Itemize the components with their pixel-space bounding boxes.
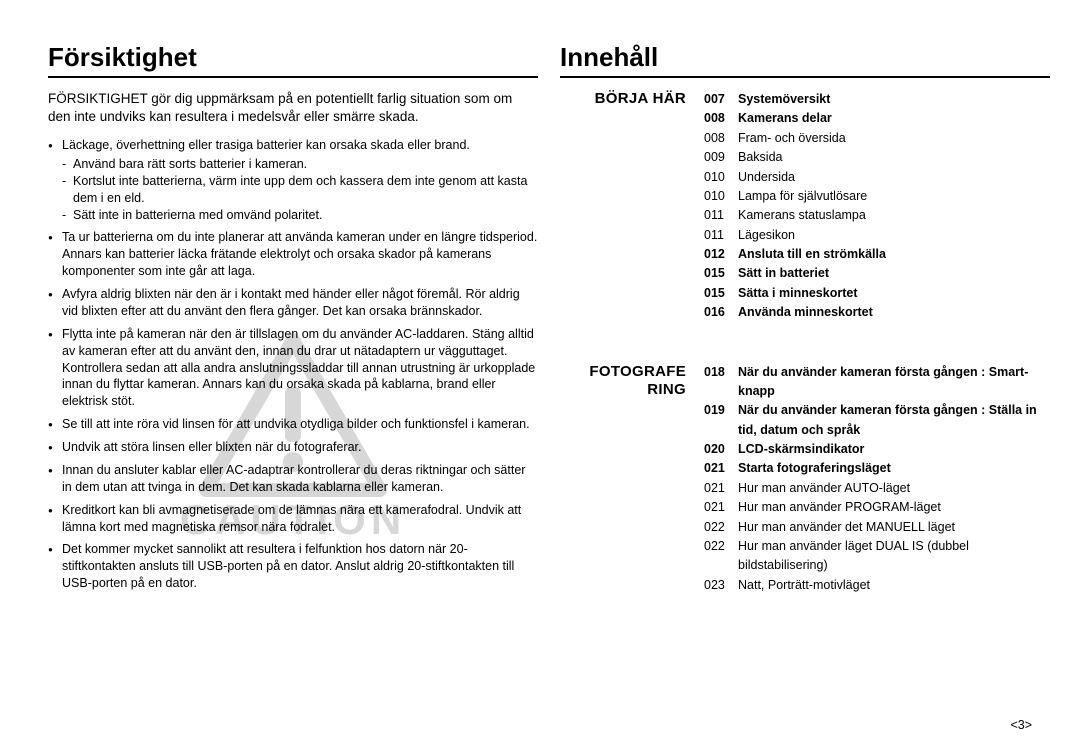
toc-page-num: 016 — [704, 303, 738, 322]
sub-item: Använd bara rätt sorts batterier i kamer… — [62, 156, 538, 173]
toc-row: 023Natt, Porträtt-motivläget — [704, 576, 1050, 595]
toc-row: 007Systemöversikt — [704, 90, 1050, 109]
bullet-item: Flytta inte på kameran när den är tillsl… — [48, 326, 538, 410]
toc-row: 021Hur man använder PROGRAM-läget — [704, 498, 1050, 517]
toc-entry-text: Lampa för självutlösare — [738, 187, 1050, 206]
toc-page-num: 022 — [704, 537, 738, 576]
sub-list: Använd bara rätt sorts batterier i kamer… — [62, 156, 538, 224]
right-column: Innehåll BÖRJA HÄR007Systemöversikt008Ka… — [560, 42, 1050, 635]
toc-page-num: 010 — [704, 187, 738, 206]
toc-page-num: 019 — [704, 401, 738, 440]
toc-entry-text: Starta fotograferingsläget — [738, 459, 1050, 478]
bullet-item: Se till att inte röra vid linsen för att… — [48, 416, 538, 433]
toc-page-num: 021 — [704, 479, 738, 498]
toc-section-label: FOTOGRAFE RING — [560, 363, 686, 596]
toc-row: 021Hur man använder AUTO-läget — [704, 479, 1050, 498]
toc-entry-text: Lägesikon — [738, 226, 1050, 245]
right-section-title: Innehåll — [560, 42, 1050, 78]
toc-page-num: 018 — [704, 363, 738, 402]
toc-page-num: 009 — [704, 148, 738, 167]
toc-row: 011Kamerans statuslampa — [704, 206, 1050, 225]
toc-entry-text: Sätta i minneskortet — [738, 284, 1050, 303]
bullet-item: Det kommer mycket sannolikt att resulter… — [48, 541, 538, 592]
bullet-item: Ta ur batterierna om du inte planerar at… — [48, 229, 538, 280]
toc-entry-text: Undersida — [738, 168, 1050, 187]
toc-entry-text: Hur man använder det MANUELL läget — [738, 518, 1050, 537]
toc-row: 016Använda minneskortet — [704, 303, 1050, 322]
toc-row: 021Starta fotograferingsläget — [704, 459, 1050, 478]
page-number: <3> — [1010, 718, 1032, 732]
toc-page-num: 020 — [704, 440, 738, 459]
toc-page-num: 008 — [704, 109, 738, 128]
toc-list: 007Systemöversikt008Kamerans delar008Fra… — [704, 90, 1050, 323]
toc-row: 018När du använder kameran första gången… — [704, 363, 1050, 402]
toc-row: 022Hur man använder läget DUAL IS (dubbe… — [704, 537, 1050, 576]
left-section-title: Försiktighet — [48, 42, 538, 78]
toc-page-num: 008 — [704, 129, 738, 148]
toc-page-num: 011 — [704, 206, 738, 225]
sub-item: Sätt inte in batterierna med omvänd pola… — [62, 207, 538, 224]
toc-entry-text: Kamerans statuslampa — [738, 206, 1050, 225]
toc-list: 018När du använder kameran första gången… — [704, 363, 1050, 596]
bullet-item: Läckage, överhettning eller trasiga batt… — [48, 137, 538, 223]
toc-page-num: 011 — [704, 226, 738, 245]
toc-entry-text: Kamerans delar — [738, 109, 1050, 128]
toc-section: BÖRJA HÄR007Systemöversikt008Kamerans de… — [560, 90, 1050, 323]
toc-entry-text: Systemöversikt — [738, 90, 1050, 109]
toc-row: 009Baksida — [704, 148, 1050, 167]
left-column: CAUTION Försiktighet FÖRSIKTIGHET gör di… — [48, 42, 538, 598]
toc-row: 015Sätta i minneskortet — [704, 284, 1050, 303]
toc-entry-text: Ansluta till en strömkälla — [738, 245, 1050, 264]
bullet-item: Undvik att störa linsen eller blixten nä… — [48, 439, 538, 456]
toc-entry-text: Fram- och översida — [738, 129, 1050, 148]
toc-entry-text: Hur man använder AUTO-läget — [738, 479, 1050, 498]
toc-section-label: BÖRJA HÄR — [560, 90, 686, 323]
bullet-item: Avfyra aldrig blixten när den är i konta… — [48, 286, 538, 320]
toc-row: 012Ansluta till en strömkälla — [704, 245, 1050, 264]
toc-entry-text: Hur man använder PROGRAM-läget — [738, 498, 1050, 517]
bullet-item: Innan du ansluter kablar eller AC-adaptr… — [48, 462, 538, 496]
toc-page-num: 012 — [704, 245, 738, 264]
toc-page-num: 022 — [704, 518, 738, 537]
toc-row: 008Fram- och översida — [704, 129, 1050, 148]
toc-row: 011Lägesikon — [704, 226, 1050, 245]
sub-item: Kortslut inte batterierna, värm inte upp… — [62, 173, 538, 207]
toc-row: 020LCD-skärmsindikator — [704, 440, 1050, 459]
toc-section: FOTOGRAFE RING 018När du använder kameran… — [560, 363, 1050, 596]
toc-entry-text: Baksida — [738, 148, 1050, 167]
toc-entry-text: LCD-skärmsindikator — [738, 440, 1050, 459]
caution-intro: FÖRSIKTIGHET gör dig uppmärksam på en po… — [48, 90, 538, 125]
toc-row: 010Undersida — [704, 168, 1050, 187]
toc-row: 022Hur man använder det MANUELL läget — [704, 518, 1050, 537]
toc-entry-text: Natt, Porträtt-motivläget — [738, 576, 1050, 595]
toc-row: 010Lampa för självutlösare — [704, 187, 1050, 206]
toc-entry-text: När du använder kameran första gången : … — [738, 401, 1050, 440]
toc-entry-text: Sätt in batteriet — [738, 264, 1050, 283]
toc-page-num: 023 — [704, 576, 738, 595]
toc-container: BÖRJA HÄR007Systemöversikt008Kamerans de… — [560, 90, 1050, 595]
toc-page-num: 021 — [704, 498, 738, 517]
toc-page-num: 015 — [704, 284, 738, 303]
toc-entry-text: Hur man använder läget DUAL IS (dubbel b… — [738, 537, 1050, 576]
toc-row: 008Kamerans delar — [704, 109, 1050, 128]
toc-row: 015Sätt in batteriet — [704, 264, 1050, 283]
toc-page-num: 007 — [704, 90, 738, 109]
toc-page-num: 021 — [704, 459, 738, 478]
toc-page-num: 010 — [704, 168, 738, 187]
toc-page-num: 015 — [704, 264, 738, 283]
caution-bullet-list: Läckage, överhettning eller trasiga batt… — [48, 137, 538, 592]
toc-entry-text: När du använder kameran första gången : … — [738, 363, 1050, 402]
toc-row: 019När du använder kameran första gången… — [704, 401, 1050, 440]
toc-entry-text: Använda minneskortet — [738, 303, 1050, 322]
bullet-item: Kreditkort kan bli avmagnetiserade om de… — [48, 502, 538, 536]
